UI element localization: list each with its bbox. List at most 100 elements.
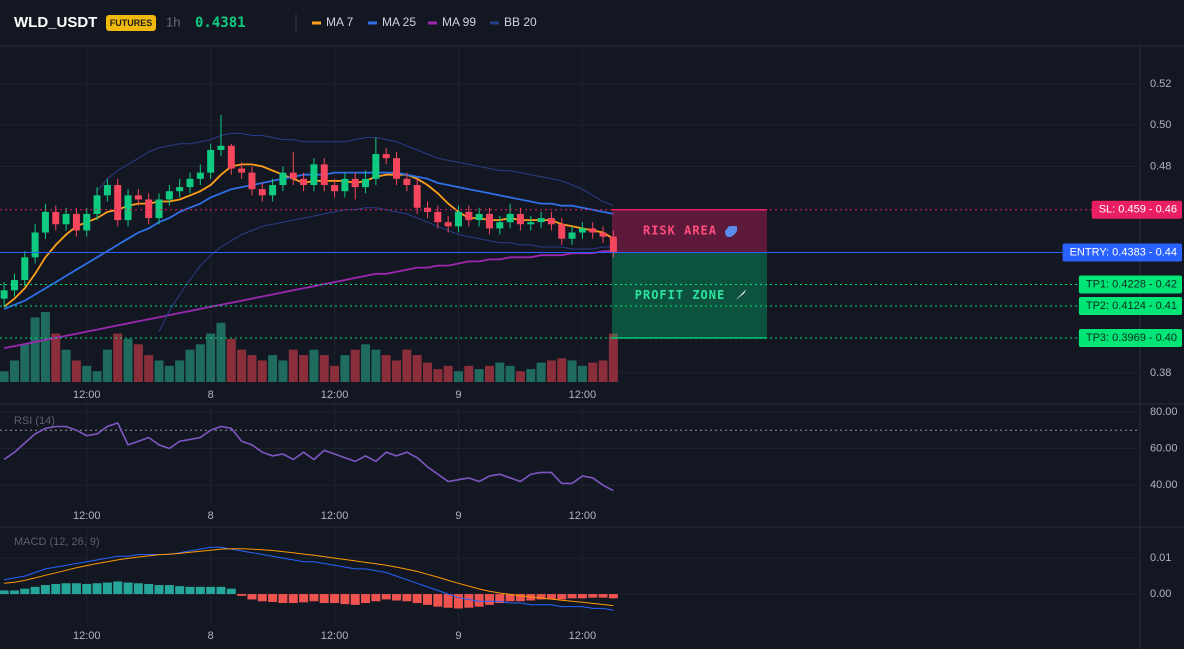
- volume-bar: [433, 369, 443, 382]
- volume-bar: [608, 333, 618, 382]
- volume-bar: [71, 360, 81, 382]
- y-tick-label: 0.48: [1150, 160, 1171, 172]
- candle-body: [424, 207, 431, 212]
- y-tick-label: 0.00: [1150, 588, 1171, 600]
- histogram-bar: [443, 594, 453, 608]
- level-label-bg: [1078, 275, 1182, 294]
- candle-body: [124, 195, 132, 221]
- histogram-bar: [608, 594, 618, 599]
- histogram-bar: [92, 583, 102, 595]
- histogram-bar: [226, 588, 236, 595]
- histogram-bar: [175, 586, 185, 595]
- histogram-bar: [505, 594, 515, 602]
- histogram-bar: [82, 583, 92, 595]
- level-label: TP3: 0.3969 - 0.40: [1086, 332, 1177, 344]
- volume-bar: [288, 349, 298, 382]
- histogram-bar: [567, 594, 577, 599]
- volume-bar: [61, 349, 71, 382]
- volume-bar: [237, 349, 247, 382]
- candle-body: [362, 178, 370, 188]
- x-tick-label: 12:00: [569, 630, 597, 642]
- volume-bar: [102, 349, 112, 382]
- volume-bar: [361, 344, 371, 382]
- volume-bar: [423, 362, 432, 382]
- interval: 1h: [166, 14, 180, 29]
- histogram-bar: [185, 586, 195, 595]
- histogram-bar: [257, 594, 267, 602]
- zone-label: PROFIT ZONE: [635, 288, 725, 302]
- candle-body: [258, 189, 266, 196]
- candle-body: [475, 213, 483, 221]
- volume-bar: [154, 360, 164, 382]
- x-tick-label: 8: [208, 510, 214, 522]
- histogram-bar: [102, 582, 112, 595]
- level-label-bg: [1091, 200, 1182, 219]
- x-tick-label: 12:00: [321, 630, 349, 642]
- volume-bar: [515, 371, 525, 382]
- x-tick-label: 12:00: [321, 510, 349, 522]
- histogram-bar: [164, 585, 174, 595]
- x-tick-label: 12:00: [321, 389, 349, 401]
- volume-bar: [319, 355, 329, 382]
- histogram-bar: [577, 594, 587, 599]
- candle-body: [145, 199, 153, 219]
- candle-body: [0, 290, 8, 299]
- histogram-bar: [71, 583, 81, 595]
- volume-bar: [464, 365, 474, 382]
- volume-bar: [350, 349, 360, 382]
- histogram-bar: [288, 594, 298, 604]
- volume-bar: [30, 317, 40, 382]
- volume-bar: [526, 369, 536, 382]
- candle-body: [516, 213, 524, 225]
- level-label: SL: 0.459 - 0.46: [1099, 204, 1177, 216]
- macd-line: [4, 546, 614, 611]
- histogram-bar: [247, 594, 257, 600]
- histogram-bar: [557, 594, 567, 600]
- candle-body: [485, 213, 493, 229]
- histogram-bar: [402, 594, 412, 602]
- histogram-bar: [536, 594, 546, 600]
- x-tick-label: 12:00: [73, 510, 101, 522]
- candle-body: [382, 154, 390, 159]
- histogram-bar: [144, 583, 154, 595]
- histogram-bar: [195, 586, 205, 595]
- candle-body: [341, 178, 349, 192]
- candle-body: [506, 213, 514, 223]
- candle-body: [393, 158, 401, 179]
- symbol: WLD_USDT: [14, 14, 97, 31]
- histogram-bar: [206, 586, 216, 595]
- level-label-bg: [1078, 297, 1182, 316]
- candle-body: [114, 185, 122, 221]
- candle-body: [372, 154, 380, 179]
- volume-bar: [371, 349, 381, 382]
- histogram-bar: [113, 581, 123, 595]
- histogram-bar: [350, 594, 360, 605]
- histogram-bar: [515, 594, 525, 602]
- candle-body: [578, 228, 586, 233]
- histogram-bar: [309, 594, 319, 602]
- volume-bar: [484, 365, 494, 382]
- histogram-bar: [237, 594, 247, 596]
- candle-body: [21, 257, 29, 281]
- level-label-bg: [1078, 329, 1182, 348]
- candle-body: [62, 213, 70, 225]
- x-tick-label: 8: [208, 630, 214, 642]
- volume-bar: [185, 349, 195, 382]
- histogram-bar: [319, 594, 329, 604]
- y-tick-label: 0.52: [1150, 78, 1171, 90]
- indicator-line: [96, 132, 614, 207]
- candle-body: [176, 187, 184, 192]
- candle-body: [103, 185, 111, 196]
- rsi-line: [3, 421, 614, 492]
- y-tick-label: 60.00: [1150, 442, 1178, 454]
- candle-body: [609, 236, 617, 254]
- volume-bar: [299, 355, 309, 382]
- candle-body: [413, 185, 421, 208]
- macd-line: [4, 548, 614, 607]
- histogram-bar: [340, 594, 350, 605]
- legend-label: MA 7: [326, 15, 354, 29]
- volume-bar: [247, 355, 257, 382]
- volume-bar: [82, 365, 92, 382]
- histogram-bar: [0, 590, 9, 595]
